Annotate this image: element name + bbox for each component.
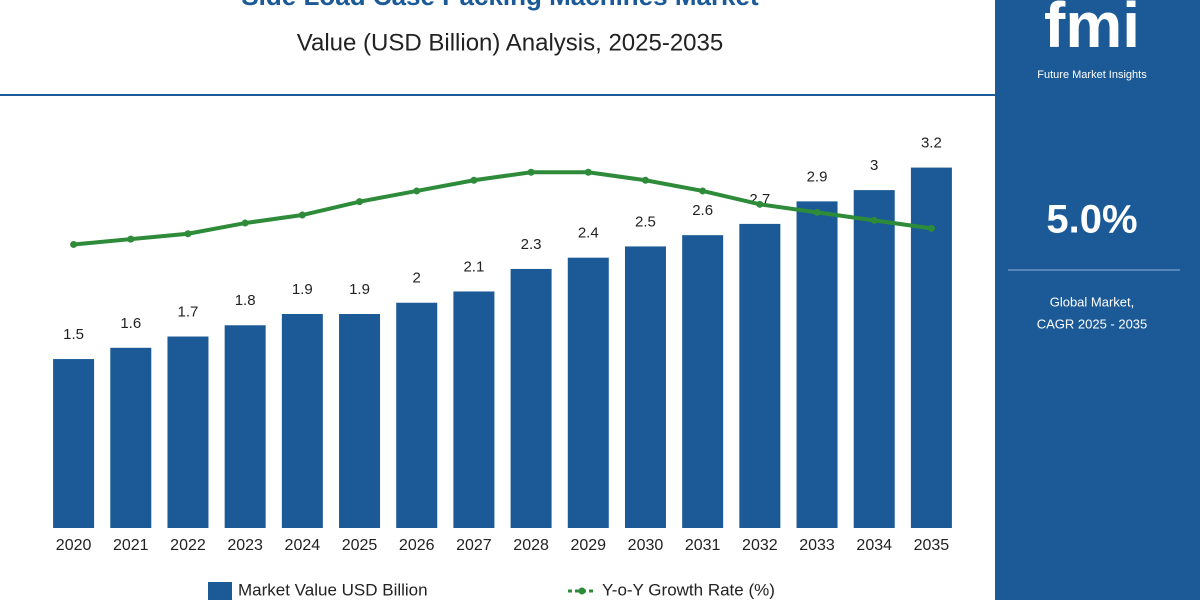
bar	[853, 190, 895, 528]
x-tick-label: 2032	[742, 537, 778, 554]
bar	[396, 302, 438, 528]
chart-title: Side Load Case Packing Machines Market	[241, 0, 759, 11]
x-tick-label: 2024	[285, 537, 321, 554]
x-tick-label: 2029	[570, 537, 606, 554]
cagr-caption: Global Market,	[1050, 294, 1135, 309]
x-tick-label: 2033	[799, 537, 835, 554]
growth-point	[527, 168, 535, 176]
growth-point	[470, 176, 478, 184]
bar	[682, 235, 724, 528]
growth-point	[641, 176, 649, 184]
legend-label: Y-o-Y Growth Rate (%)	[602, 580, 775, 599]
growth-point	[813, 208, 821, 216]
bar	[281, 314, 323, 528]
x-tick-label: 2023	[227, 537, 263, 554]
brand: Future Market Insights	[1037, 69, 1147, 81]
bar	[796, 201, 838, 529]
growth-point	[70, 240, 78, 248]
x-tick-label: 2021	[113, 537, 149, 554]
cagr-caption: CAGR 2025 - 2035	[1037, 316, 1148, 331]
bar	[910, 167, 952, 528]
value-label: 1.6	[120, 315, 141, 332]
value-label: 2	[413, 270, 421, 287]
value-label: 1.9	[292, 281, 313, 298]
value-label: 2.1	[463, 258, 484, 275]
value-label: 1.9	[349, 281, 370, 298]
x-tick-label: 2026	[399, 537, 435, 554]
cagr-value: 5.0%	[1046, 198, 1137, 242]
bar	[567, 257, 609, 528]
legend-swatch	[208, 582, 232, 600]
bar	[224, 325, 266, 528]
value-label: 3.2	[921, 135, 942, 152]
growth-point	[756, 200, 764, 208]
bar	[110, 347, 152, 528]
legend-label: Market Value USD Billion	[238, 580, 428, 599]
x-tick-label: 2030	[628, 537, 664, 554]
legend-swatch	[578, 587, 586, 595]
logo: fmi	[1044, 0, 1140, 61]
value-label: 2.3	[521, 236, 542, 253]
value-label: 1.5	[63, 326, 84, 343]
growth-point	[870, 216, 878, 224]
x-tick-label: 2022	[170, 537, 206, 554]
chart-subtitle: Value (USD Billion) Analysis, 2025-2035	[297, 29, 723, 56]
value-label: 2.9	[807, 168, 828, 185]
growth-point	[584, 168, 592, 176]
value-label: 2.4	[578, 225, 599, 242]
x-tick-label: 2035	[914, 537, 950, 554]
bar	[624, 246, 666, 528]
growth-point	[927, 224, 935, 232]
growth-point	[413, 187, 421, 195]
growth-point	[241, 219, 249, 227]
growth-line	[73, 170, 932, 247]
x-tick-label: 2034	[856, 537, 892, 554]
value-label: 1.8	[235, 292, 256, 309]
bar	[53, 359, 95, 528]
growth-point	[127, 235, 135, 243]
bar	[167, 336, 209, 528]
x-tick-label: 2031	[685, 537, 721, 554]
side-panel	[995, 0, 1200, 600]
bar	[339, 314, 381, 528]
x-tick-label: 2028	[513, 537, 549, 554]
growth-point	[184, 230, 192, 238]
value-label: 1.7	[178, 303, 199, 320]
growth-point	[699, 187, 707, 195]
value-label: 3	[870, 157, 878, 174]
x-tick-label: 2025	[342, 537, 378, 554]
bar	[453, 291, 495, 528]
value-label: 2.6	[692, 202, 713, 219]
x-tick-label: 2020	[56, 537, 92, 554]
growth-point	[298, 211, 306, 219]
bar	[510, 268, 552, 528]
x-tick-label: 2027	[456, 537, 492, 554]
value-label: 2.5	[635, 213, 656, 230]
bar	[739, 223, 781, 529]
growth-point	[356, 198, 364, 206]
